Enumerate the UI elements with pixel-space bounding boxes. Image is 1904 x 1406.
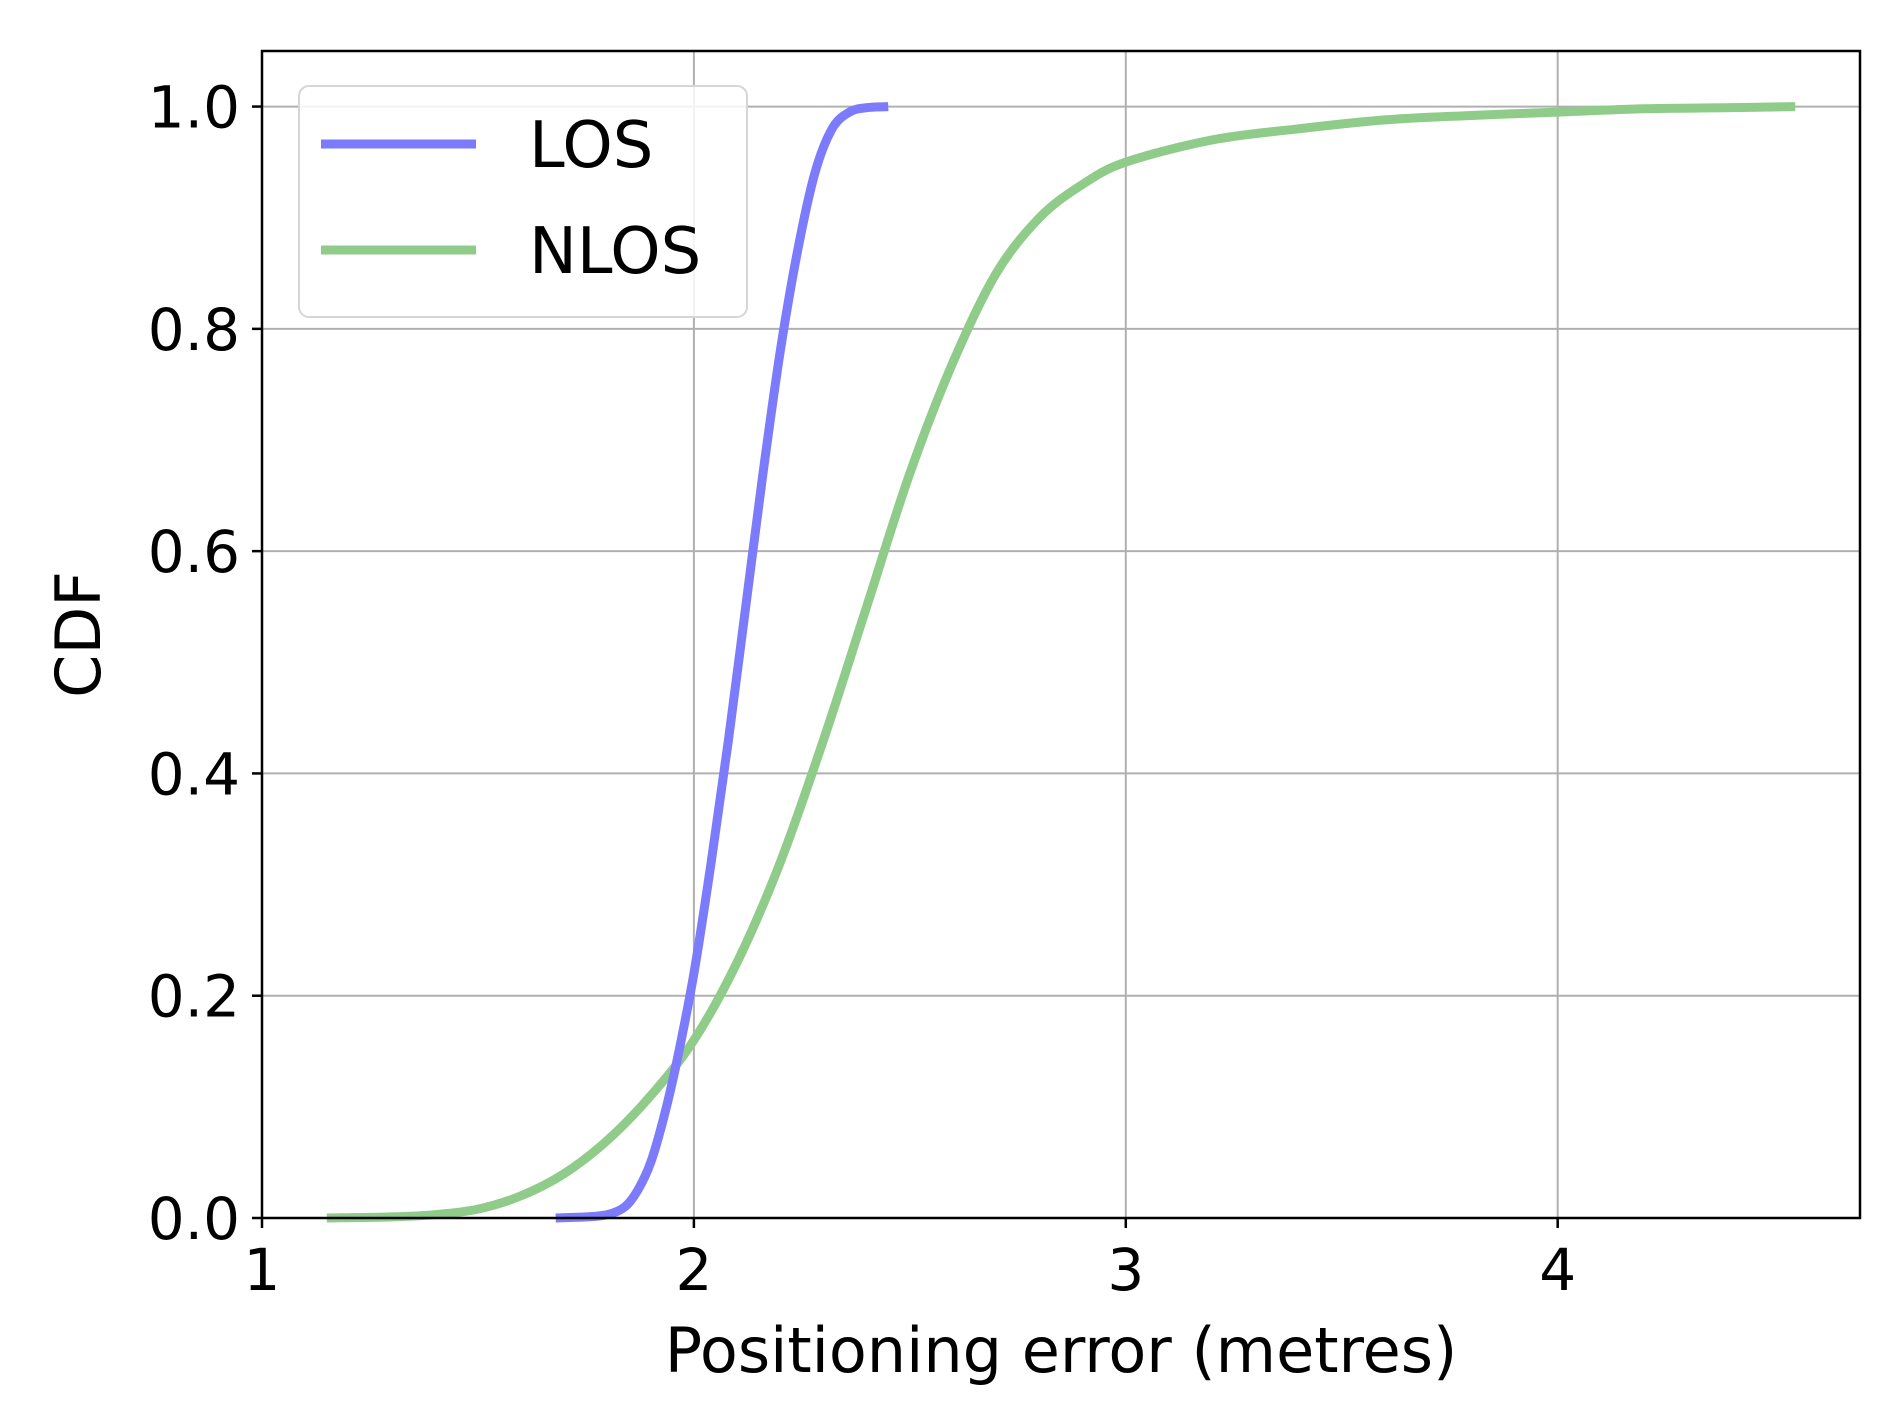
x-tick-label: 3 [1107, 1236, 1144, 1304]
y-axis-label: CDF [42, 571, 115, 698]
plot-frame [260, 49, 1862, 1220]
legend: LOS NLOS [298, 85, 748, 318]
ticks: 1 2 3 4 0.0 0.2 0.4 0.6 0.8 1.0 [148, 74, 1576, 1304]
series-lines [326, 102, 1796, 1223]
y-tick-label: 0.8 [148, 296, 240, 364]
series-line-nlos [326, 102, 1796, 1223]
legend-label-los: LOS [529, 109, 653, 183]
y-tick-label: 0.6 [148, 518, 240, 586]
y-tick-label: 0.2 [148, 963, 240, 1031]
series-line-los [555, 102, 889, 1223]
x-tick-label: 2 [675, 1236, 712, 1304]
x-tick-label: 4 [1539, 1236, 1576, 1304]
x-axis-label: Positioning error (metres) [665, 1314, 1458, 1387]
y-tick-label: 1.0 [148, 74, 240, 142]
y-tick-label: 0.0 [148, 1185, 240, 1253]
legend-label-nlos: NLOS [529, 215, 701, 289]
y-tick-label: 0.4 [148, 740, 240, 808]
x-tick-label: 1 [244, 1236, 281, 1304]
